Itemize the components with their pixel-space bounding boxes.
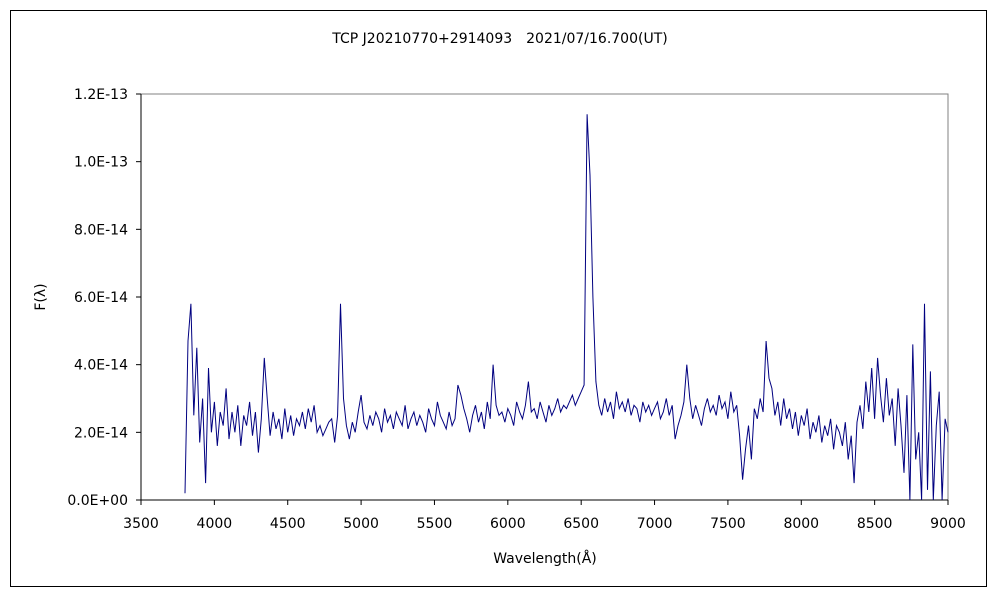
x-tick-label: 5000: [343, 516, 379, 532]
x-tick-label: 8500: [857, 516, 893, 532]
x-tick-label: 3500: [123, 516, 159, 532]
y-axis-title: F(λ): [33, 283, 49, 310]
spectrum-series-line: [184, 114, 949, 501]
x-tick-label: 4500: [270, 516, 306, 532]
y-tick-label: 4.0E-14: [74, 358, 128, 374]
x-axis-title: Wavelength(Å): [493, 550, 597, 567]
y-tick-label: 1.2E-13: [74, 87, 128, 103]
x-tick-label: 6500: [563, 516, 599, 532]
chart-frame: [10, 10, 987, 587]
y-tick-label: 6.0E-14: [74, 290, 128, 306]
x-tick-label: 6000: [490, 516, 526, 532]
x-tick-label: 8000: [783, 516, 819, 532]
y-tick-label: 8.0E-14: [74, 222, 128, 238]
x-tick-label: 5500: [417, 516, 453, 532]
y-tick-label: 1.0E-13: [74, 155, 128, 171]
x-tick-label: 4000: [197, 516, 233, 532]
x-tick-label: 9000: [930, 516, 966, 532]
plot-area: [140, 93, 949, 501]
x-tick-label: 7000: [637, 516, 673, 532]
chart-title: TCP J20210770+2914093 2021/07/16.700(UT): [332, 31, 668, 47]
y-tick-label: 2.0E-14: [74, 425, 128, 441]
x-tick-label: 7500: [710, 516, 746, 532]
y-tick-label: 0.0E+00: [67, 493, 128, 509]
